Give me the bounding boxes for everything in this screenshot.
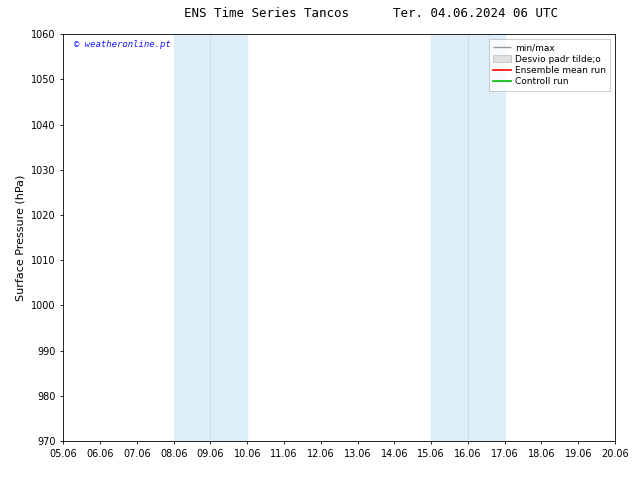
- Text: ENS Time Series Tancos: ENS Time Series Tancos: [184, 7, 349, 21]
- Y-axis label: Surface Pressure (hPa): Surface Pressure (hPa): [16, 174, 25, 301]
- Text: Ter. 04.06.2024 06 UTC: Ter. 04.06.2024 06 UTC: [393, 7, 558, 21]
- Bar: [431, 34, 505, 441]
- Text: © weatheronline.pt: © weatheronline.pt: [74, 40, 171, 49]
- Bar: [174, 34, 247, 441]
- Legend: min/max, Desvio padr tilde;o, Ensemble mean run, Controll run: min/max, Desvio padr tilde;o, Ensemble m…: [489, 39, 611, 91]
